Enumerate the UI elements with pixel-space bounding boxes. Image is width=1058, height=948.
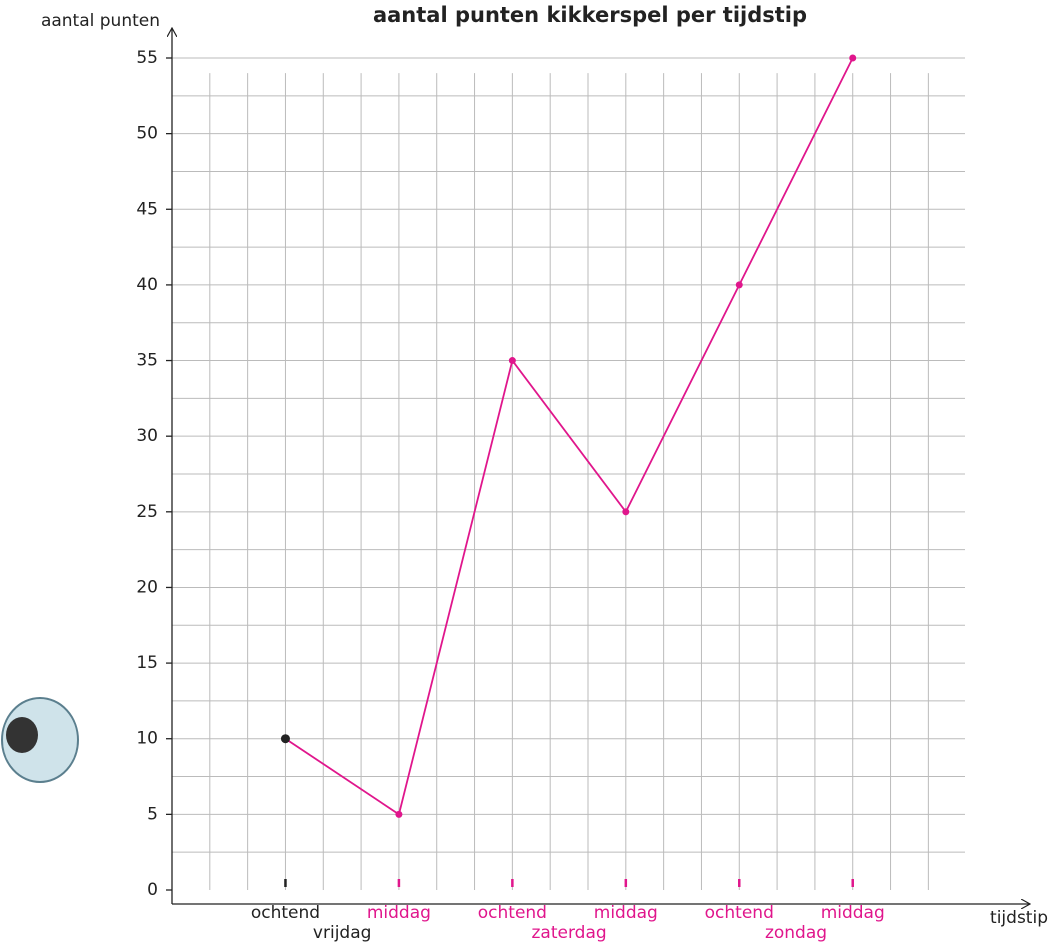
data-point (849, 54, 857, 62)
x-tick-label: middag (367, 903, 431, 923)
x-axis-label: tijdstip (990, 908, 1048, 928)
grid (172, 57, 965, 890)
y-tick-label: 25 (136, 502, 158, 522)
y-tick-label: 20 (136, 577, 158, 597)
y-axis-label: aantal punten (41, 11, 160, 31)
y-tick-label: 40 (136, 275, 158, 295)
y-tick-label: 5 (147, 804, 158, 824)
group-label: zaterdag (532, 923, 607, 943)
x-tick-label: ochtend (251, 903, 320, 923)
y-tick-label: 55 (136, 48, 158, 68)
y-tick-label: 0 (147, 880, 158, 900)
y-tick-label: 30 (136, 426, 158, 446)
y-tick-label: 10 (136, 729, 158, 749)
data-point (622, 508, 630, 516)
x-tick-label: ochtend (478, 903, 547, 923)
x-tick-label: middag (821, 903, 885, 923)
group-label: vrijdag (313, 923, 372, 943)
data-point (280, 734, 290, 744)
flower-decoration (1, 697, 79, 783)
y-tick-label: 45 (136, 199, 158, 219)
y-tick-label: 15 (136, 653, 158, 673)
group-label: zondag (765, 923, 827, 943)
chart-title: aantal punten kikkerspel per tijdstip (373, 3, 807, 27)
data-point (735, 281, 743, 289)
y-tick-label: 50 (136, 124, 158, 144)
x-tick-label: ochtend (705, 903, 774, 923)
data-point (508, 357, 516, 365)
data-line (284, 57, 854, 816)
x-tick-label: middag (594, 903, 658, 923)
data-point (395, 810, 403, 818)
y-tick-label: 35 (136, 351, 158, 371)
